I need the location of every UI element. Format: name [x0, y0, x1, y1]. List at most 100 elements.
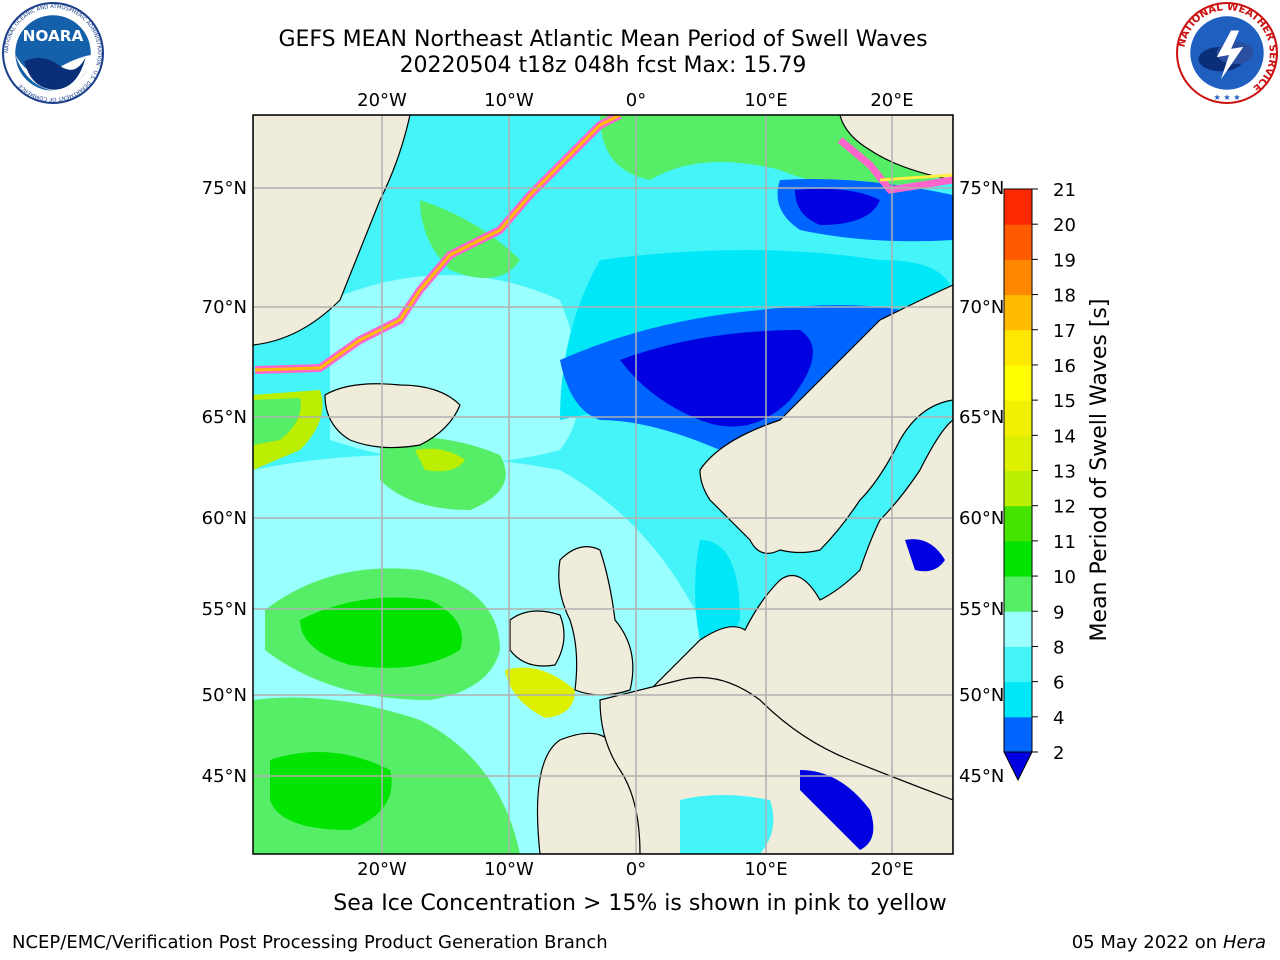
- lat-label-right: 50°N: [959, 685, 1004, 706]
- land-svalbard: [839, 115, 953, 181]
- colorbar-tick-label: 2: [1053, 743, 1064, 764]
- chart-subtitle: 20220504 t18z 048h fcst Max: 15.79: [399, 53, 807, 78]
- land-iberia-france: [536, 732, 831, 854]
- land-scandinavia-europe: [639, 284, 953, 854]
- lat-label-left: 50°N: [202, 685, 247, 706]
- lat-label-left: 60°N: [202, 508, 247, 529]
- footer-credit: NCEP/EMC/Verification Post Processing Pr…: [12, 932, 608, 953]
- map-grid: [253, 115, 953, 854]
- noaa-logo-text: NOARA: [23, 27, 84, 45]
- lon-label-bottom: 10°E: [744, 859, 787, 880]
- colorbar-tick-label: 10: [1053, 567, 1076, 588]
- lon-label-top: 10°W: [484, 90, 534, 111]
- lon-label-top: 20°W: [357, 90, 407, 111]
- ocean-cyan-norwegian: [560, 250, 953, 420]
- colorbar-tick-label: 8: [1053, 637, 1064, 658]
- colorbar-segment: [1004, 646, 1032, 683]
- lat-label-right: 75°N: [959, 178, 1004, 199]
- colorbar-segment: [1004, 470, 1032, 507]
- lon-label-bottom: 0°: [626, 859, 646, 880]
- swell-green-jan-mayen: [420, 200, 520, 278]
- colorbar-segment: [1004, 400, 1032, 436]
- lon-label-bottom: 20°E: [870, 859, 913, 880]
- lon-label-top: 10°E: [744, 90, 787, 111]
- swell-green-north: [600, 115, 953, 187]
- lat-label-left: 45°N: [202, 766, 247, 787]
- sea-ice-edge-barents-inner: [879, 173, 953, 182]
- chart-title: GEFS MEAN Northeast Atlantic Mean Period…: [278, 27, 928, 52]
- colorbar-tick-label: 18: [1053, 286, 1076, 307]
- footer-machine: Hera: [1222, 932, 1266, 953]
- colorbar-segment: [1004, 681, 1032, 718]
- colorbar-tick-label: 19: [1053, 250, 1076, 271]
- lat-label-right: 45°N: [959, 766, 1004, 787]
- colorbar-segment: [1004, 329, 1032, 366]
- map-area: [253, 115, 953, 854]
- colorbar: 2 4 6 8 9 10 11 12 13 14 15 16 17 18 19 20 21: [1003, 180, 1076, 782]
- colorbar-segment: [1004, 611, 1032, 647]
- footer-date: 05 May 2022 on Hera: [1072, 932, 1266, 953]
- colorbar-frame: [1003, 188, 1033, 753]
- ocean-cyan-north-sea: [695, 540, 740, 647]
- swell-yellow-biscay: [505, 667, 575, 718]
- swell-green-core: [300, 597, 462, 668]
- lat-label-left: 70°N: [202, 297, 247, 318]
- lat-label-right: 65°N: [959, 407, 1004, 428]
- sea-ice-edge-greenland-inner: [254, 115, 621, 372]
- swell-yellowgreen-faroe: [415, 448, 465, 472]
- footer-date-text: 05 May 2022 on: [1071, 932, 1218, 953]
- swell-green-west: [265, 568, 500, 700]
- ocean-blue-norwegian: [560, 305, 900, 456]
- colorbar-segment: [1004, 716, 1032, 753]
- colorbar-tick-label: 14: [1053, 426, 1076, 447]
- lat-label-left: 65°N: [202, 407, 247, 428]
- land-ireland: [509, 610, 565, 667]
- ocean-dark-barents: [795, 188, 880, 225]
- ocean-light-region-north: [330, 275, 580, 463]
- sea-ice-edge-greenland: [254, 115, 622, 374]
- land-greenland: [253, 115, 411, 346]
- land-iceland: [324, 383, 461, 449]
- map-frame: [252, 114, 954, 855]
- ocean-dark-norwegian: [620, 330, 813, 427]
- sea-ice-note: Sea Ice Concentration > 15% is shown in …: [333, 891, 947, 916]
- colorbar-tick-label: 12: [1053, 497, 1076, 518]
- swell-green-iberia-coast: [590, 740, 620, 800]
- lat-label-right: 55°N: [959, 599, 1004, 620]
- swell-yellowgreen-denmark-strait: [253, 390, 323, 470]
- ocean-dark-baltic: [905, 539, 945, 572]
- colorbar-segment: [1004, 294, 1032, 331]
- ocean-blue-barents: [777, 179, 953, 242]
- colorbar-tick-label: 11: [1053, 532, 1076, 553]
- colorbar-segment: [1004, 259, 1032, 296]
- sea-ice-edge-barents: [837, 137, 953, 194]
- colorbar-tick-label: 13: [1053, 462, 1076, 483]
- colorbar-tick-label: 6: [1053, 673, 1064, 694]
- nws-logo: NATIONAL WEATHER SERVICE ★ ★ ★: [1176, 2, 1278, 104]
- colorbar-segment: [1004, 224, 1032, 260]
- lat-label-left: 75°N: [202, 178, 247, 199]
- colorbar-tick-label: 16: [1053, 356, 1076, 377]
- swell-green-south: [253, 697, 520, 854]
- ocean-light-region: [253, 455, 700, 854]
- lon-label-top: 20°E: [870, 90, 913, 111]
- colorbar-tick-label: 4: [1053, 708, 1064, 729]
- colorbar-segment: [1004, 540, 1032, 577]
- lon-label-bottom: 10°W: [484, 859, 534, 880]
- colorbar-tick-label: 17: [1053, 321, 1076, 342]
- lat-label-left: 55°N: [202, 599, 247, 620]
- lon-label-bottom: 20°W: [357, 859, 407, 880]
- land-great-britain: [558, 546, 634, 696]
- colorbar-label: Mean Period of Swell Waves [s]: [1087, 299, 1112, 642]
- colorbar-tick-label: 9: [1053, 602, 1064, 623]
- land-continental-europe: [599, 676, 953, 854]
- ocean-base: [253, 115, 953, 854]
- swell-green-south-core: [270, 752, 392, 830]
- ocean-dark-adriatic: [800, 770, 874, 850]
- colorbar-tick-label: 15: [1053, 391, 1076, 412]
- colorbar-extend-arrow: [1003, 751, 1033, 782]
- colorbar-tick-label: 20: [1053, 215, 1076, 236]
- lat-label-right: 70°N: [959, 297, 1004, 318]
- lon-label-top: 0°: [626, 90, 646, 111]
